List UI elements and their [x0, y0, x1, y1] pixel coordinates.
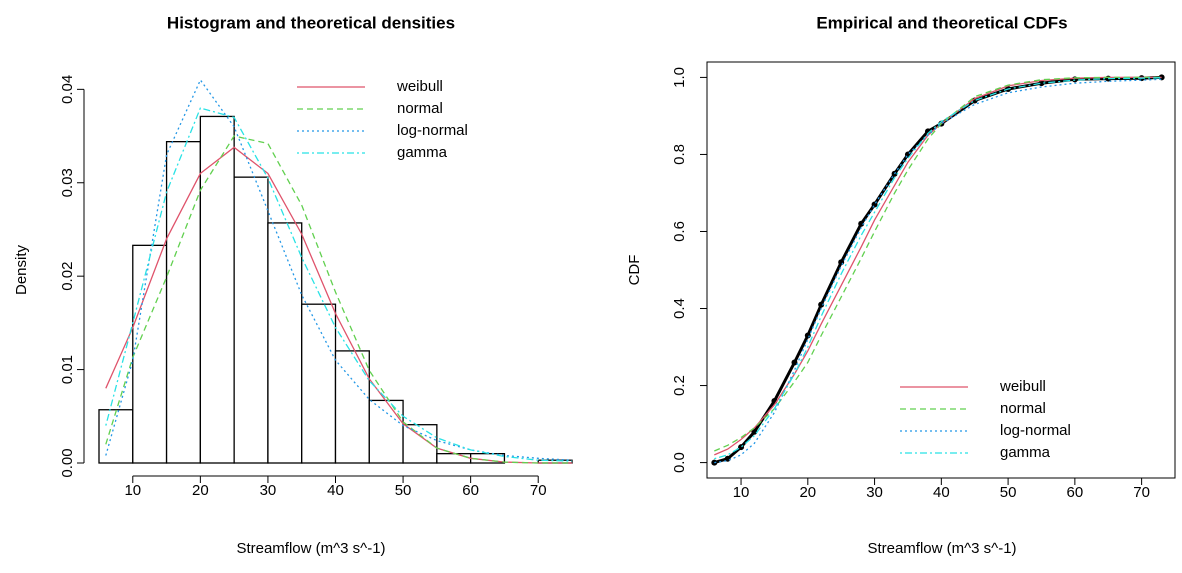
- x-tick-label: 10: [124, 482, 141, 499]
- y-tick-label: 0.8: [671, 144, 688, 165]
- y-tick-label: 0.0: [671, 452, 688, 473]
- empirical-cdf-line: [713, 75, 1162, 465]
- empirical-point: [804, 332, 811, 339]
- empirical-point: [818, 301, 825, 308]
- x-tick-label: 70: [1133, 484, 1150, 501]
- y-axis-label: CDF: [626, 255, 643, 286]
- x-tick-label: 50: [395, 482, 412, 499]
- histogram-bar: [368, 399, 404, 464]
- empirical-point: [738, 444, 745, 451]
- y-tick-label: 0.02: [59, 262, 76, 291]
- x-tick-label: 30: [260, 482, 277, 499]
- theoretical-curve: [714, 76, 1162, 456]
- x-tick-label: 20: [192, 482, 209, 499]
- empirical-point: [858, 220, 865, 227]
- legend-label: log-normal: [1000, 422, 1071, 439]
- x-tick-label: 10: [733, 484, 750, 501]
- y-tick-label: 1.0: [671, 67, 688, 88]
- y-tick-label: 0.6: [671, 221, 688, 242]
- histogram-bar: [132, 244, 168, 464]
- y-tick-label: 0.2: [671, 375, 688, 396]
- chart-title: Histogram and theoretical densities: [167, 13, 455, 32]
- x-tick-label: 60: [1067, 484, 1084, 501]
- legend-label: log-normal: [397, 122, 468, 139]
- legend-label: normal: [1000, 400, 1046, 417]
- x-tick-label: 30: [866, 484, 883, 501]
- legend-label: gamma: [1000, 444, 1051, 461]
- theoretical-curve: [105, 78, 573, 461]
- histogram-bar: [98, 409, 134, 464]
- x-axis-label: Streamflow (m^3 s^-1): [867, 540, 1016, 557]
- x-tick-label: 40: [933, 484, 950, 501]
- histogram-bar: [199, 115, 235, 464]
- theoretical-curve: [714, 77, 1162, 460]
- histogram-bar: [436, 453, 472, 464]
- y-tick-label: 0.4: [671, 298, 688, 319]
- legend-label: weibull: [396, 78, 443, 95]
- x-tick-label: 40: [327, 482, 344, 499]
- legend-label: weibull: [999, 378, 1046, 395]
- y-tick-label: 0.03: [59, 168, 76, 197]
- y-tick-label: 0.00: [59, 448, 76, 477]
- theoretical-curve: [714, 76, 1162, 452]
- x-axis-label: Streamflow (m^3 s^-1): [236, 540, 385, 557]
- y-axis-label: Density: [13, 244, 30, 295]
- empirical-point: [791, 359, 798, 366]
- theoretical-curve: [714, 78, 1162, 464]
- x-tick-label: 50: [1000, 484, 1017, 501]
- x-tick-label: 70: [530, 482, 547, 499]
- empirical-point: [838, 259, 845, 266]
- x-tick-label: 60: [462, 482, 479, 499]
- chart-title: Empirical and theoretical CDFs: [816, 13, 1067, 32]
- x-tick-label: 20: [799, 484, 816, 501]
- legend-label: gamma: [397, 144, 448, 161]
- histogram-bar: [165, 141, 202, 464]
- histogram-bar: [267, 222, 303, 464]
- theoretical-curve: [105, 107, 573, 462]
- y-tick-label: 0.04: [59, 75, 76, 104]
- empirical-point: [1038, 80, 1045, 87]
- histogram-bar: [233, 176, 269, 464]
- theoretical-curve: [105, 135, 572, 464]
- y-tick-label: 0.01: [59, 355, 76, 384]
- empirical-point: [751, 428, 758, 435]
- legend-label: normal: [397, 100, 443, 117]
